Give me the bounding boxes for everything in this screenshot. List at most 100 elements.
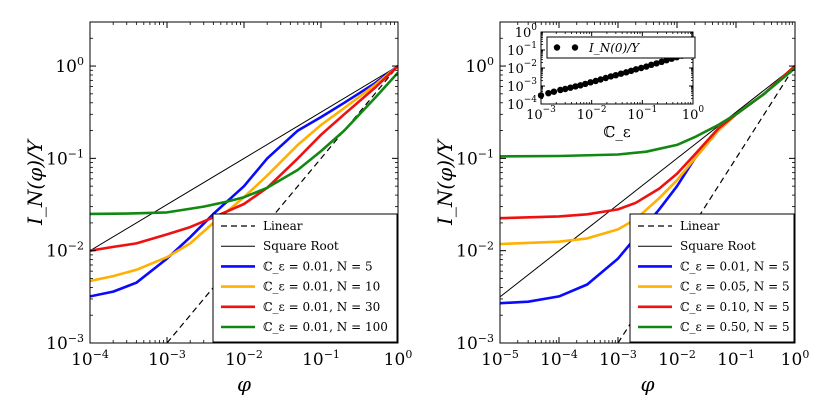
x-tick-label-base: 10 [599,350,621,370]
y-tick-label-exp: −1 [524,41,537,51]
x-tick-label-base: 10 [302,350,324,370]
x-tick-label: 100 [682,105,705,123]
x-tick-label: 10−1 [627,105,657,123]
y-tick-label-exp: −1 [478,147,494,160]
inset-point [550,88,558,95]
x-tick-label: 10−3 [526,105,556,123]
y-tick-label-exp: −2 [524,59,537,69]
x-tick-label-exp: 0 [405,348,412,361]
series-0-50-n-5 [500,67,795,158]
y-tick-label: 10−4 [507,95,537,113]
inset-point [612,72,619,79]
y-tick-label: 10−3 [456,332,494,354]
legend-label: ℂ_ε = 0.01, N = 5 [680,259,790,273]
x-axis-label: φ [237,372,251,396]
inset-point [567,84,574,91]
x-tick-label-exp: −2 [247,348,263,361]
y-tick-label-base: 10 [507,98,524,113]
legend-box [212,213,398,343]
x-tick-label-exp: −2 [680,348,696,361]
legend-label: ℂ_ε = 0.01, N = 10 [263,280,380,294]
y-tick-label-base: 10 [55,57,77,77]
y-tick-label-base: 10 [515,26,532,41]
inset-point [663,57,670,64]
x-tick-label: 10−5 [481,348,519,370]
x-tick-label-exp: −2 [593,105,606,115]
y-tick-label-exp: −3 [68,332,84,345]
y-tick-label-base: 10 [46,242,68,262]
legend-box [629,213,795,343]
x-axis-label: φ [640,372,654,396]
y-tick-label: 100 [515,23,538,41]
x-tick-label-exp: −5 [503,348,519,361]
y-tick-label: 10−1 [46,147,84,169]
x-tick-label-exp: −3 [543,105,557,115]
x-tick-label: 10−2 [577,105,607,123]
y-tick-label: 10−2 [46,240,84,262]
inset-panel: 10−3 10−2 10−1 10010−410−310−210−1100ℂ_εI_N… [507,23,704,141]
x-tick-label-base: 10 [148,350,170,370]
legend-label: ℂ_ε = 0.01, N = 100 [263,320,388,334]
y-tick-label-exp: −2 [68,240,84,253]
legend-label: ℂ_ε = 0.01, N = 5 [263,259,373,273]
inset-point [562,85,569,93]
x-tick-label-base: 10 [781,350,803,370]
plot-area [90,64,398,343]
y-axis-label: I_N(φ)/Y [433,138,457,226]
x-tick-label-base: 10 [627,108,644,123]
inset-point [648,61,655,68]
x-tick-label-exp: 0 [802,348,809,361]
y-tick-label-exp: −3 [478,332,494,345]
legend-label: Square Root [680,239,756,253]
inset-point [617,70,625,77]
x-tick-label: 10−3 [148,348,186,370]
inset-point [643,63,650,70]
y-tick-label-base: 10 [507,44,524,59]
y-tick-label: 10−2 [456,240,494,262]
x-tick-label-exp: −4 [93,348,109,361]
inset-point [597,76,604,83]
x-tick-label: 100 [781,348,810,370]
legend-label: ℂ_ε = 0.10, N = 5 [680,300,790,314]
y-tick-label-base: 10 [456,334,478,354]
inset-point [557,86,564,94]
x-tick-label-base: 10 [384,350,406,370]
series-linear [166,65,398,343]
x-tick-label: 10−1 [302,348,340,370]
x-tick-label-base: 10 [481,350,503,370]
legend-label: ℂ_ε = 0.05, N = 5 [680,280,790,294]
x-tick-label-base: 10 [71,350,93,370]
y-tick-label-base: 10 [507,62,524,77]
series-0-01-n-5 [90,64,398,298]
legend-label: Linear [263,219,303,233]
series-square-root [90,65,398,252]
inset-x-axis-label: ℂ_ε [603,123,630,141]
inset-point [602,74,609,82]
x-tick-label-base: 10 [717,350,739,370]
y-tick-label-base: 10 [456,242,478,262]
legend-label: ℂ_ε = 0.50, N = 5 [680,320,790,334]
legend-label: ℂ_ε = 0.01, N = 30 [263,300,380,314]
y-tick-label-exp: 0 [77,55,84,68]
y-tick-label-base: 10 [465,57,487,77]
y-axis-label: I_N(φ)/Y [23,138,47,226]
inset-point [653,60,660,67]
series-0-01-n-100 [90,71,398,216]
y-tick-label-exp: −1 [68,147,84,160]
x-tick-label: 100 [384,348,413,370]
inset-point [582,80,589,88]
inset-legend-box [546,36,696,59]
y-tick-label-base: 10 [46,149,68,169]
x-tick-label-exp: −1 [739,348,755,361]
inset-point [545,90,552,97]
x-tick-label: 10−2 [225,348,263,370]
right-panel: 10−5 10−4 10−3 10−2 10−1 10010−310−210−1100φI… [433,21,810,396]
inset-point [592,77,599,85]
y-tick-label: 10−3 [507,77,537,95]
legend-label: Linear [680,219,720,233]
inset-point [572,83,579,90]
inset-point [587,79,594,86]
inset-legend-marker [571,44,579,51]
x-tick-label-exp: −4 [562,348,578,361]
